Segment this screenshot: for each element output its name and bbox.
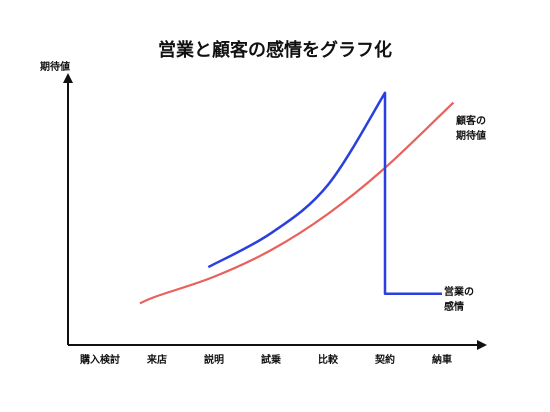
- x-tick-label: 試乗: [261, 353, 282, 366]
- series-label-1: 顧客の 期待値: [456, 116, 486, 142]
- x-tick-label: 契約: [375, 353, 395, 366]
- series-line-2: [207, 91, 442, 295]
- series-line-1: [139, 101, 455, 305]
- y-axis-label: 期待値: [40, 62, 70, 73]
- series-lines: [139, 91, 455, 305]
- x-tick-labels: 購入検討 来店 説明 試乗 比較 契約 納車: [79, 353, 452, 366]
- x-tick-label: 説明: [204, 353, 224, 366]
- x-tick-label: 来店: [146, 353, 167, 366]
- x-tick-label: 納車: [432, 353, 452, 366]
- chart-title: 営業と顧客の感情をグラフ化: [158, 40, 392, 61]
- x-tick-label: 比較: [318, 353, 339, 366]
- series-label-2: 営業の 感情: [444, 287, 474, 313]
- x-tick-label: 購入検討: [79, 353, 120, 366]
